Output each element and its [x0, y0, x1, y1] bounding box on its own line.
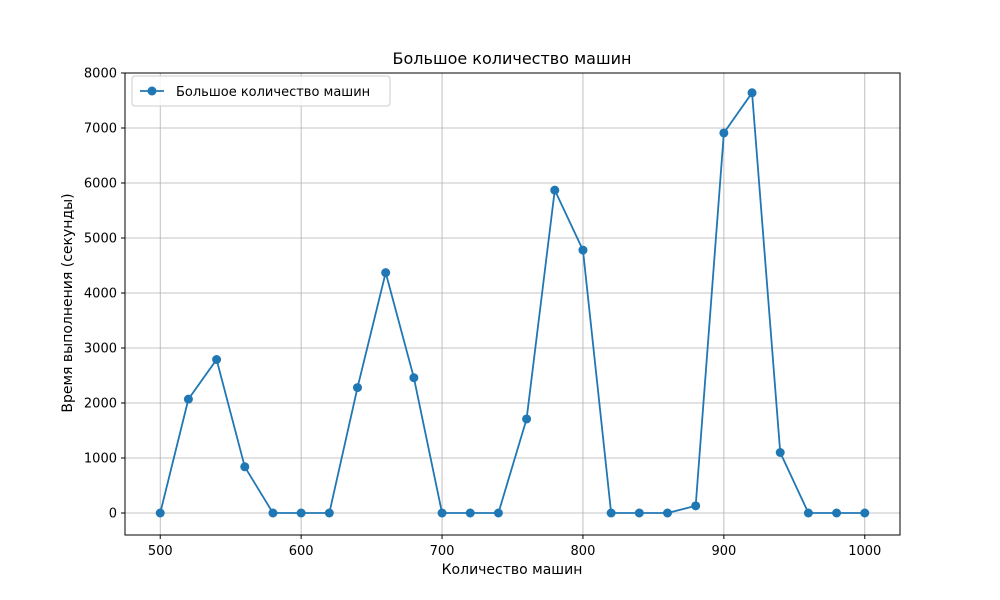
data-point — [240, 462, 250, 472]
data-point — [719, 128, 729, 138]
axes: 500 600 700 800 900 1000 0 1000 2000 3000 4000 5000… — [84, 67, 901, 559]
y-tick-label: 3000 — [84, 342, 117, 357]
y-tick-label: 8000 — [84, 67, 117, 82]
data-point — [860, 508, 870, 518]
y-tick-label: 2000 — [84, 397, 117, 412]
data-point — [634, 508, 644, 518]
data-point — [296, 508, 306, 518]
data-point — [155, 508, 165, 518]
data-point — [832, 508, 842, 518]
x-tick-label: 1000 — [848, 544, 881, 559]
y-axis-label: Время выполнения (секунды) — [60, 193, 76, 412]
legend-label: Большое количество машин — [176, 85, 370, 100]
legend-box — [131, 75, 391, 107]
data-point — [691, 501, 701, 511]
y-tick-label: 6000 — [84, 177, 117, 192]
data-point — [747, 88, 757, 98]
legend: Большое количество машин — [131, 75, 391, 107]
data-point — [465, 508, 475, 518]
data-point — [578, 245, 588, 255]
data-point — [409, 373, 419, 383]
legend-marker-swatch — [147, 86, 157, 96]
data-point — [663, 508, 672, 518]
data-point — [522, 414, 532, 424]
chart-title: Большое количество машин — [393, 49, 632, 68]
data-point — [183, 394, 193, 404]
y-tick-label: 0 — [109, 507, 117, 522]
x-tick-label: 900 — [711, 544, 736, 559]
data-point — [775, 448, 785, 457]
data-point — [381, 268, 391, 278]
y-tick-label: 1000 — [84, 452, 117, 467]
series-layer — [155, 88, 870, 518]
data-point — [268, 508, 278, 518]
data-point — [437, 508, 447, 518]
plot-frame — [124, 72, 901, 536]
data-point — [606, 508, 616, 518]
data-point — [493, 508, 503, 518]
y-tick-label: 7000 — [84, 122, 117, 137]
y-tick-label: 5000 — [84, 232, 117, 247]
series-line — [159, 91, 865, 514]
data-point — [324, 508, 334, 518]
data-point — [803, 508, 813, 518]
x-tick-label: 600 — [289, 544, 314, 559]
y-tick-label: 4000 — [84, 287, 117, 302]
x-tick-label: 700 — [430, 544, 455, 559]
x-tick-label: 500 — [148, 544, 173, 559]
data-point — [353, 383, 362, 393]
data-point — [212, 355, 222, 365]
x-axis-label: Количество машин — [442, 562, 583, 578]
data-point — [550, 185, 560, 195]
x-tick-label: 800 — [571, 544, 596, 559]
